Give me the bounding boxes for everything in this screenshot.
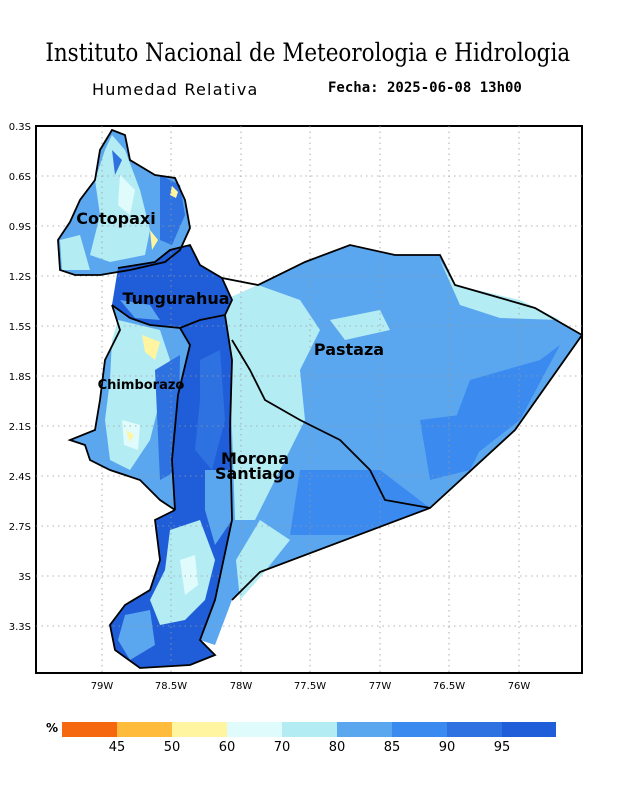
lon-tick: 76W xyxy=(508,681,531,692)
lat-tick: 1.2S xyxy=(9,272,31,283)
legend-label: 95 xyxy=(494,740,511,755)
legend-swatch xyxy=(392,722,447,737)
legend-label: 85 xyxy=(384,740,401,755)
lon-tick: 76.5W xyxy=(433,681,465,692)
legend-label: 50 xyxy=(164,740,181,755)
lat-tick: 0.6S xyxy=(9,172,31,183)
date-label: Fecha: 2025-06-08 13h00 xyxy=(328,80,522,96)
province-boundaries xyxy=(57,128,584,669)
legend-label: 60 xyxy=(219,740,236,755)
legend-colorbar xyxy=(62,722,556,737)
legend-unit-label: % xyxy=(46,721,59,735)
lat-tick: 3S xyxy=(18,572,31,583)
legend-swatch xyxy=(502,722,556,737)
legend-label: 45 xyxy=(109,740,126,755)
province-label-morona: Morona xyxy=(221,449,289,468)
humidity-field xyxy=(58,130,582,668)
legend-swatch xyxy=(227,722,282,737)
lon-tick: 78W xyxy=(230,681,253,692)
lat-tick: 2.4S xyxy=(9,472,31,483)
lat-tick: 3.3S xyxy=(9,622,31,633)
lat-tick: 1.8S xyxy=(9,372,31,383)
legend-label: 70 xyxy=(274,740,291,755)
legend-swatch xyxy=(62,722,117,737)
lat-tick: 0.9S xyxy=(9,222,31,233)
lon-tick: 77.5W xyxy=(294,681,326,692)
map-title: Instituto Nacional de Meteorologia e Hid… xyxy=(45,38,571,67)
legend-label: 80 xyxy=(329,740,346,755)
legend-swatch xyxy=(447,722,502,737)
province-label-cotopaxi: Cotopaxi xyxy=(76,209,155,228)
legend-swatch xyxy=(282,722,337,737)
lon-tick: 78.5W xyxy=(155,681,187,692)
legend-label: 90 xyxy=(439,740,456,755)
legend-swatch xyxy=(172,722,227,737)
map-subtitle: Humedad Relativa xyxy=(92,80,259,99)
lat-axis: 0.3S 0.6S 0.9S 1.2S 1.5S 1.8S 2.1S 2.4S … xyxy=(9,122,31,633)
lat-tick: 0.3S xyxy=(9,122,31,133)
province-label-tungurahua: Tungurahua xyxy=(122,289,229,308)
province-label-chimborazo: Chimborazo xyxy=(98,378,185,393)
lon-tick: 77W xyxy=(369,681,392,692)
province-label-santiago: Santiago xyxy=(215,464,295,483)
lat-tick: 1.5S xyxy=(9,322,31,333)
legend-swatch xyxy=(117,722,172,737)
lon-tick: 79W xyxy=(91,681,114,692)
lat-tick: 2.7S xyxy=(9,522,31,533)
lon-axis: 79W 78.5W 78W 77.5W 77W 76.5W 76W xyxy=(91,681,531,692)
legend-labels: 45 50 60 70 80 85 90 95 xyxy=(109,740,511,755)
province-label-pastaza: Pastaza xyxy=(314,340,384,359)
legend-swatch xyxy=(337,722,392,737)
lat-tick: 2.1S xyxy=(9,422,31,433)
